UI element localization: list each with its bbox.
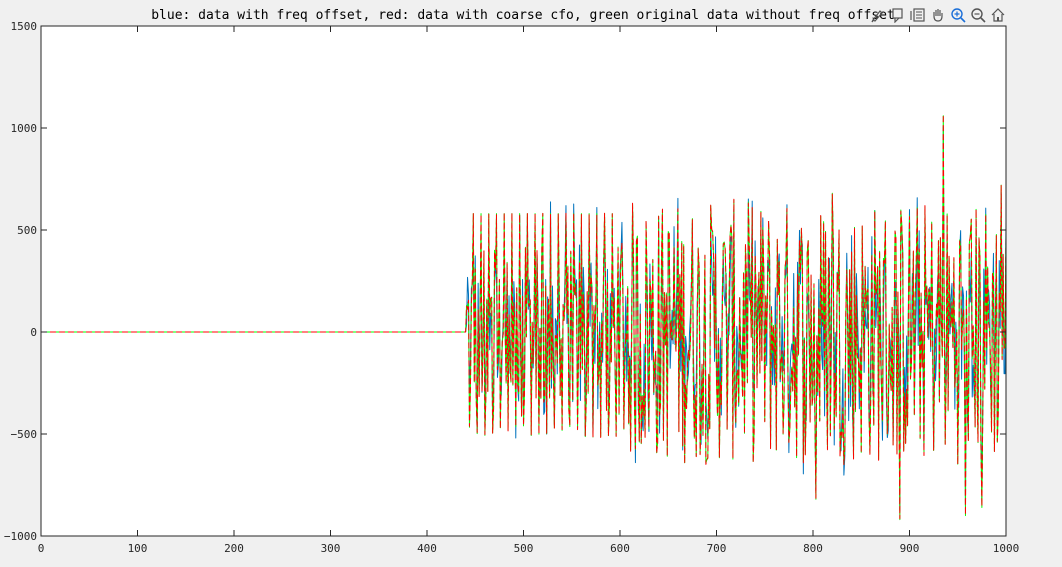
series-red-line (41, 114, 1007, 520)
tick-layer: 0 100 200 300 400 500 600 700 800 900 1000 −1000 −50… (4, 20, 1019, 555)
zoom-out-icon[interactable] (968, 5, 987, 25)
y-tick-label: 0 (30, 326, 37, 339)
x-tick-label: 900 (900, 542, 920, 555)
y-tick-label: 1500 (11, 20, 38, 33)
plot-area (41, 26, 1006, 536)
y-tick-label: 1000 (11, 122, 38, 135)
y-tick-label: −500 (11, 428, 38, 441)
y-tick-label: 500 (17, 224, 37, 237)
series-layer (41, 114, 1007, 521)
link-legend-icon[interactable] (908, 5, 927, 25)
x-tick-label: 400 (417, 542, 437, 555)
data-tip-icon[interactable] (888, 5, 907, 25)
x-tick-label: 500 (514, 542, 534, 555)
home-icon[interactable] (988, 5, 1007, 25)
x-tick-label: 200 (224, 542, 244, 555)
x-tick-label: 600 (610, 542, 630, 555)
x-tick-label: 0 (38, 542, 45, 555)
brush-icon[interactable] (868, 5, 887, 25)
x-tick-label: 300 (321, 542, 341, 555)
x-tick-label: 700 (707, 542, 727, 555)
axes-toolbar (868, 4, 1007, 26)
x-tick-label: 100 (128, 542, 148, 555)
y-tick-label: −1000 (4, 530, 37, 543)
zoom-in-icon[interactable] (948, 5, 967, 25)
chart-title: blue: data with freq offset, red: data w… (151, 8, 895, 23)
pan-icon[interactable] (928, 5, 947, 25)
x-tick-label: 1000 (993, 542, 1020, 555)
x-tick-label: 800 (803, 542, 823, 555)
